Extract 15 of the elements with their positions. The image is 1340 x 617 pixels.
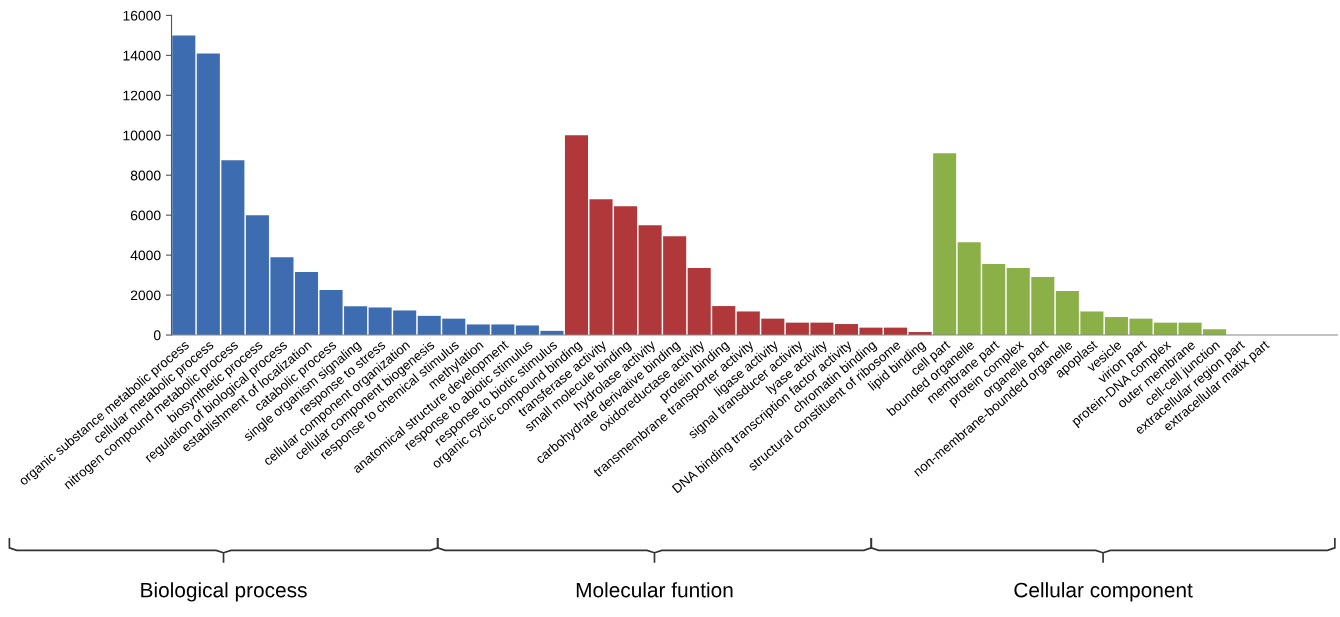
y-tick-label: 14000: [123, 50, 161, 61]
y-tick-label: 6000: [130, 210, 161, 221]
y-tick-label: 0: [153, 330, 161, 341]
y-tick-label: 2000: [130, 290, 161, 301]
bar: [172, 35, 196, 336]
y-tick-label: 8000: [130, 170, 161, 181]
y-tick-label: 12000: [123, 90, 161, 101]
bar: [294, 272, 319, 336]
y-tick-label: 10000: [123, 130, 161, 141]
text: Biological process: [141, 582, 307, 602]
y-tick-label: 4000: [130, 250, 161, 261]
bar: [933, 153, 957, 336]
text: Molecular funtion: [576, 582, 733, 598]
y-tick-label: 16000: [123, 10, 161, 21]
text: Cellular component: [1014, 582, 1193, 602]
